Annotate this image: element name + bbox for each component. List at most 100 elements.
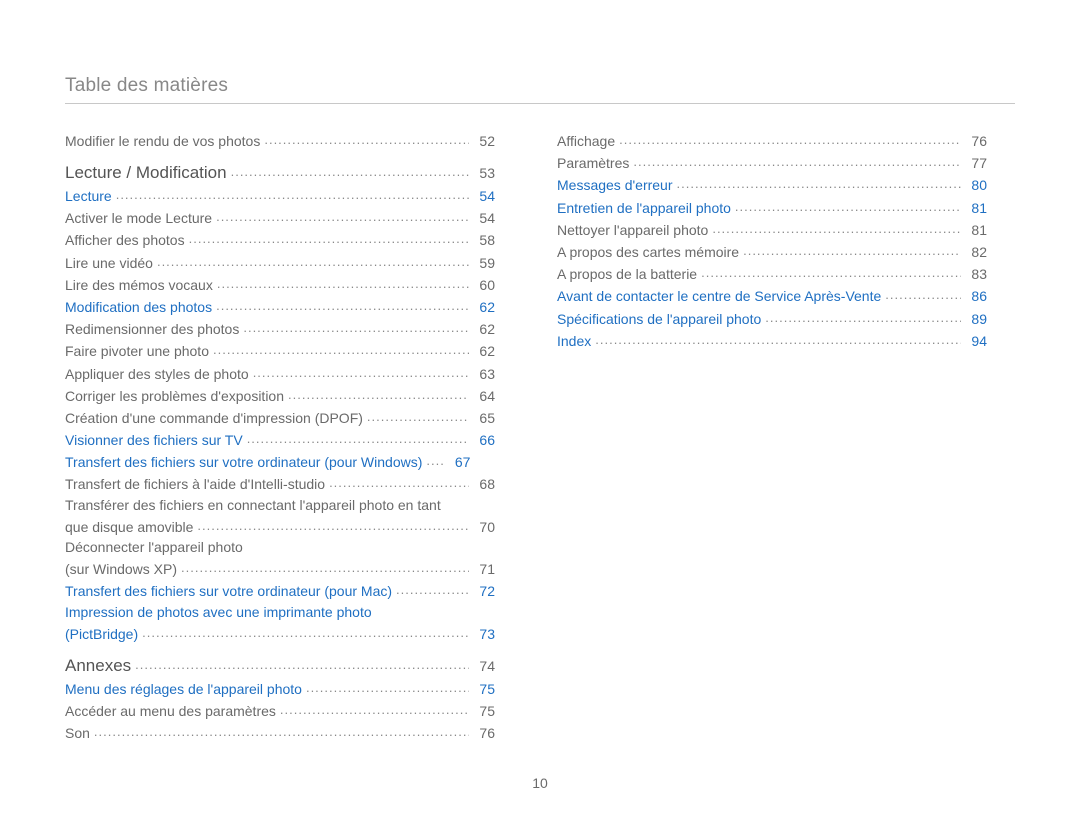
toc-page-number: 54: [473, 211, 495, 225]
toc-entry: Modifier le rendu de vos photos52: [65, 132, 495, 148]
toc-link[interactable]: Visionner des fichiers sur TV 66: [65, 431, 495, 447]
toc-entry: Accéder au menu des paramètres75: [65, 702, 495, 718]
toc-label: (sur Windows XP): [65, 562, 177, 576]
toc-page-number[interactable]: 73: [473, 627, 495, 641]
toc-link[interactable]: Modification des photos 62: [65, 298, 495, 314]
toc-leader-dots: [633, 154, 961, 168]
toc-leader-dots: [157, 254, 469, 268]
toc-page-number[interactable]: 66: [473, 433, 495, 447]
toc-page-number: 76: [473, 726, 495, 740]
toc-entry: Transfert de fichiers à l'aide d'Intelli…: [65, 475, 495, 491]
toc-label: Annexes: [65, 657, 131, 674]
toc-leader-dots: [142, 625, 469, 639]
toc-label[interactable]: (PictBridge): [65, 627, 138, 641]
toc-leader-dots: [94, 724, 469, 738]
toc-link[interactable]: Avant de contacter le centre de Service …: [557, 287, 987, 303]
toc-page-number: 62: [473, 322, 495, 336]
toc-page-number[interactable]: 54: [473, 189, 495, 203]
toc-page-number[interactable]: 62: [473, 300, 495, 314]
toc-label: Transférer des fichiers en connectant l'…: [65, 497, 441, 513]
toc-page-number[interactable]: 80: [965, 178, 987, 192]
toc-leader-dots: [306, 680, 469, 694]
toc-label[interactable]: Menu des réglages de l'appareil photo: [65, 682, 302, 696]
toc-page-number: 59: [473, 256, 495, 270]
toc-columns: Modifier le rendu de vos photos52 Lecture…: [65, 132, 1015, 746]
toc-page-number: 81: [965, 223, 987, 237]
toc-label[interactable]: Transfert des fichiers sur votre ordinat…: [65, 455, 422, 469]
toc-page-number: 71: [473, 562, 495, 576]
toc-leader-dots: [189, 231, 469, 245]
toc-label: Modifier le rendu de vos photos: [65, 134, 260, 148]
toc-link[interactable]: Menu des réglages de l'appareil photo 75: [65, 680, 495, 696]
toc-continuation-line: Impression de photos avec une imprimante…: [65, 605, 495, 619]
toc-section-heading: Lecture / Modification 53: [65, 164, 495, 181]
toc-leader-dots: [619, 132, 961, 146]
toc-label[interactable]: Entretien de l'appareil photo: [557, 201, 731, 215]
toc-entry: A propos des cartes mémoire82: [557, 243, 987, 259]
toc-link[interactable]: Entretien de l'appareil photo 81: [557, 199, 987, 215]
toc-label: Affichage: [557, 134, 615, 148]
toc-link[interactable]: (PictBridge) 73: [65, 625, 495, 641]
toc-leader-dots: [743, 243, 961, 257]
toc-entry: (sur Windows XP) 71: [65, 560, 495, 576]
toc-leader-dots: [197, 518, 469, 532]
toc-entry: Création d'une commande d'impression (DP…: [65, 409, 495, 425]
toc-label[interactable]: Index: [557, 334, 591, 348]
toc-page-number: 62: [473, 344, 495, 358]
toc-label[interactable]: Spécifications de l'appareil photo: [557, 312, 761, 326]
toc-entry: Appliquer des styles de photo63: [65, 365, 495, 381]
page-title: Table des matières: [65, 75, 1015, 97]
toc-link[interactable]: Messages d'erreur 80: [557, 176, 987, 192]
toc-page-number: 53: [473, 166, 495, 180]
toc-label[interactable]: Transfert des fichiers sur votre ordinat…: [65, 584, 392, 598]
toc-page-number[interactable]: 89: [965, 312, 987, 326]
toc-label[interactable]: Lecture: [65, 189, 112, 203]
toc-page-number[interactable]: 72: [473, 584, 495, 598]
toc-leader-dots: [765, 310, 961, 324]
toc-label: Redimensionner des photos: [65, 322, 239, 336]
toc-leader-dots: [264, 132, 469, 146]
toc-label: A propos des cartes mémoire: [557, 245, 739, 259]
toc-label[interactable]: Impression de photos avec une imprimante…: [65, 604, 372, 620]
toc-continuation-line: Déconnecter l'appareil photo: [65, 540, 495, 554]
toc-left-column: Modifier le rendu de vos photos52 Lecture…: [65, 132, 495, 746]
toc-entry: que disque amovible70: [65, 518, 495, 534]
toc-entry: Redimensionner des photos 62: [65, 320, 495, 336]
toc-entry: Activer le mode Lecture 54: [65, 209, 495, 225]
toc-leader-dots: [329, 475, 469, 489]
toc-label: Lire des mémos vocaux: [65, 278, 213, 292]
toc-page-number: 77: [965, 156, 987, 170]
toc-leader-dots: [735, 199, 961, 213]
toc-page-number[interactable]: 75: [473, 682, 495, 696]
toc-link[interactable]: Transfert des fichiers sur votre ordinat…: [65, 453, 495, 469]
toc-entry: Afficher des photos58: [65, 231, 495, 247]
toc-leader-dots: [280, 702, 469, 716]
toc-label[interactable]: Avant de contacter le centre de Service …: [557, 289, 881, 303]
toc-page-number[interactable]: 81: [965, 201, 987, 215]
toc-page-number: 60: [473, 278, 495, 292]
toc-entry: Corriger les problèmes d'exposition64: [65, 387, 495, 403]
toc-page-number: 70: [473, 520, 495, 534]
toc-label[interactable]: Messages d'erreur: [557, 178, 673, 192]
toc-label: Lecture / Modification: [65, 164, 227, 181]
toc-leader-dots: [426, 453, 444, 467]
toc-label: Transfert de fichiers à l'aide d'Intelli…: [65, 477, 325, 491]
toc-label[interactable]: Visionner des fichiers sur TV: [65, 433, 243, 447]
toc-link[interactable]: Spécifications de l'appareil photo 89: [557, 310, 987, 326]
toc-link[interactable]: Lecture 54: [65, 187, 495, 203]
toc-page-number[interactable]: 94: [965, 334, 987, 348]
toc-label: Lire une vidéo: [65, 256, 153, 270]
toc-page-number: 58: [473, 233, 495, 247]
toc-leader-dots: [213, 342, 469, 356]
toc-leader-dots: [247, 431, 469, 445]
toc-right-column: Affichage76Paramètres77Messages d'erreur…: [557, 132, 987, 746]
toc-link[interactable]: Index 94: [557, 332, 987, 348]
toc-link[interactable]: Transfert des fichiers sur votre ordinat…: [65, 582, 495, 598]
toc-label: Activer le mode Lecture: [65, 211, 212, 225]
toc-label[interactable]: Modification des photos: [65, 300, 212, 314]
toc-leader-dots: [885, 287, 961, 301]
toc-page-number[interactable]: 86: [965, 289, 987, 303]
toc-page-number: 74: [473, 659, 495, 673]
toc-entry: Lire des mémos vocaux 60: [65, 276, 495, 292]
toc-page-number[interactable]: 67: [448, 455, 470, 469]
